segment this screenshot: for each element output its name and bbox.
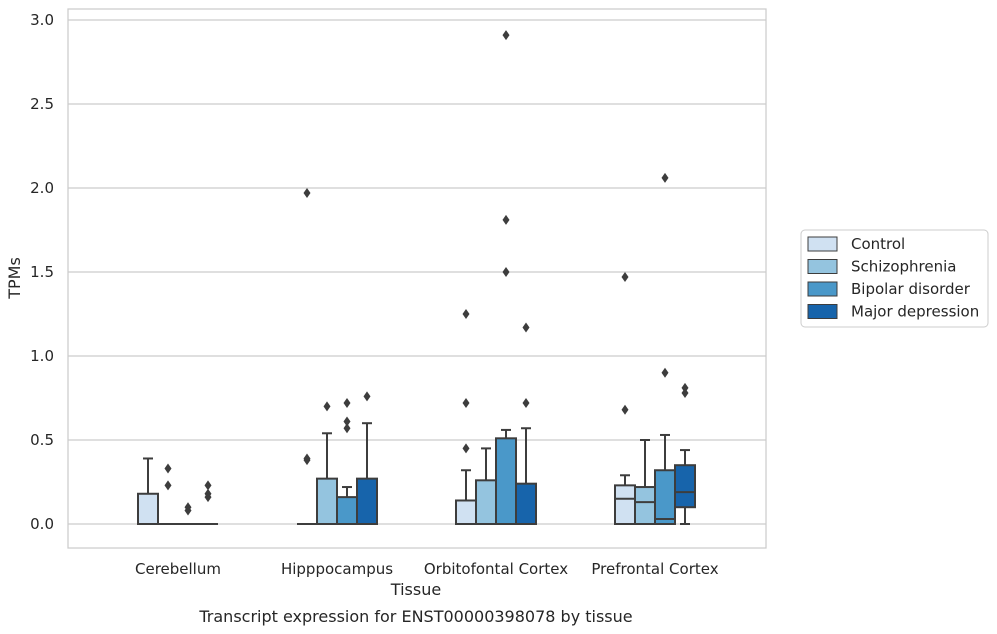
outlier-point xyxy=(621,404,629,415)
plot-frame xyxy=(67,8,767,549)
outlier-point xyxy=(462,398,470,409)
outlier-point xyxy=(681,387,689,398)
legend-swatch xyxy=(807,259,838,274)
legend-entry: Control xyxy=(851,235,905,253)
x-tick-label: Hipppocampus xyxy=(281,560,393,578)
x-tick-label: Prefrontal Cortex xyxy=(591,560,718,578)
y-tick-label: 3.0 xyxy=(30,11,54,29)
outlier-point xyxy=(502,267,510,277)
legend-entry: Schizophrenia xyxy=(851,258,956,276)
outlier-point xyxy=(462,309,470,319)
box-body xyxy=(515,482,537,525)
box-body xyxy=(455,499,477,526)
legend-entry: Major depression xyxy=(851,303,979,321)
box-schizophrenia xyxy=(634,439,656,526)
y-gridlines xyxy=(68,19,766,525)
y-tick-label: 0.5 xyxy=(30,431,54,449)
outlier-point xyxy=(164,480,172,491)
outlier-point xyxy=(502,214,510,225)
outlier-point xyxy=(661,172,669,183)
outlier-point xyxy=(363,391,371,402)
x-tick-label: Cerebellum xyxy=(135,560,221,578)
box-body xyxy=(674,464,696,509)
outlier-point xyxy=(343,398,351,409)
y-tick-label: 2.0 xyxy=(30,179,54,197)
plot-area xyxy=(68,9,766,548)
y-tick-labels: 0.0 0.5 1.0 1.5 2.0 2.5 3.0 xyxy=(30,11,54,533)
box-body xyxy=(614,484,636,525)
box-control xyxy=(614,272,636,525)
outlier-point xyxy=(343,416,351,427)
y-tick-label: 1.0 xyxy=(30,347,54,365)
box-schizophrenia xyxy=(158,463,178,525)
outlier-point xyxy=(184,502,192,513)
outlier-point xyxy=(303,453,311,464)
box-body xyxy=(316,477,338,526)
outlier-point xyxy=(661,367,669,378)
box-control xyxy=(297,188,317,525)
box-control xyxy=(137,457,159,526)
box-bipolar-disorder xyxy=(654,172,676,525)
outlier-point xyxy=(621,272,629,283)
box-body xyxy=(336,496,358,525)
outlier-point xyxy=(323,401,331,412)
outlier-point xyxy=(462,443,470,454)
outlier-point xyxy=(681,382,689,393)
y-tick-label: 0.0 xyxy=(30,515,54,533)
y-tick-label: 1.5 xyxy=(30,263,54,281)
box-major-depression xyxy=(356,391,378,526)
legend: Control Schizophrenia Bipolar disorder Majo… xyxy=(800,229,989,328)
box-body xyxy=(475,479,497,526)
outlier-point xyxy=(204,480,212,491)
box-body xyxy=(634,486,656,526)
legend-swatch xyxy=(807,236,838,252)
box-bipolar-disorder xyxy=(495,30,517,526)
legend-swatch xyxy=(807,281,838,297)
outlier-point xyxy=(204,488,212,499)
outlier-point xyxy=(164,463,172,474)
box-bipolar-disorder xyxy=(336,398,358,525)
outlier-point xyxy=(522,322,530,333)
outlier-point xyxy=(502,30,510,41)
box-body xyxy=(654,469,676,525)
figure-caption: Transcript expression for ENST0000039807… xyxy=(198,607,632,626)
legend-swatch xyxy=(807,304,838,319)
x-axis-label: Tissue xyxy=(390,580,441,599)
box-major-depression xyxy=(515,322,537,525)
legend-entry: Bipolar disorder xyxy=(851,280,971,298)
outlier-point xyxy=(303,188,311,199)
box-bipolar-disorder xyxy=(178,502,198,525)
box-major-depression xyxy=(674,382,696,525)
legend-frame xyxy=(800,229,989,328)
box-body xyxy=(137,492,159,526)
box-schizophrenia xyxy=(316,401,338,526)
x-tick-label: Orbitofontal Cortex xyxy=(424,560,568,578)
x-tick-labels: Cerebellum Hipppocampus Orbitofontal Corte… xyxy=(135,560,719,578)
y-tick-label: 2.5 xyxy=(30,95,54,113)
box-body xyxy=(495,437,517,526)
outlier-point xyxy=(343,423,351,434)
box-body xyxy=(356,477,378,526)
outlier-point xyxy=(522,398,530,409)
box-series xyxy=(137,30,696,526)
y-axis-label: TPMs xyxy=(5,257,24,300)
box-major-depression xyxy=(198,480,218,525)
